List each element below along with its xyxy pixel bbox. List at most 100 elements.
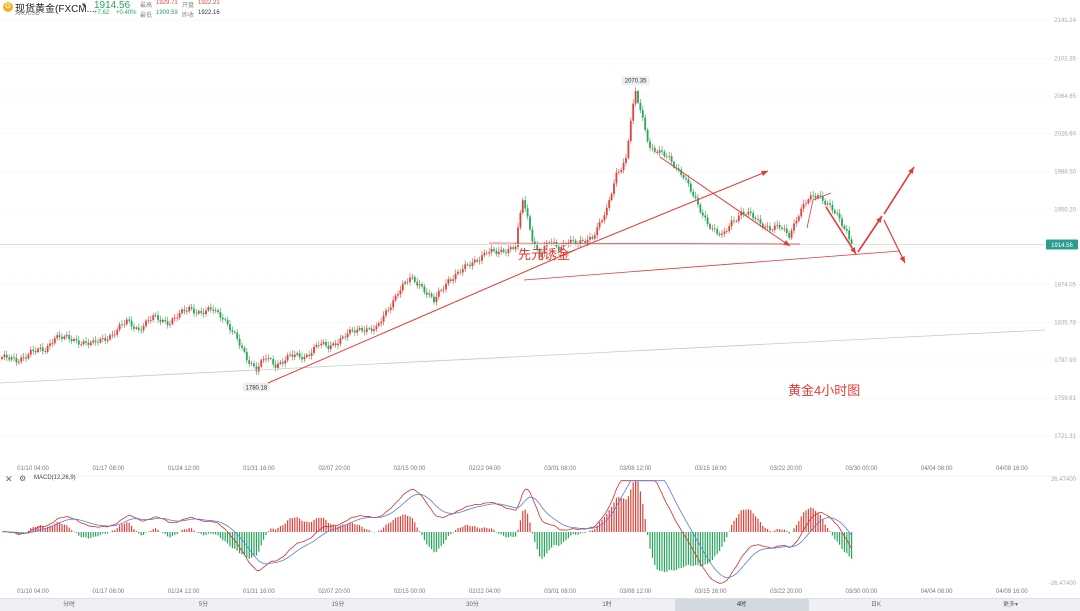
- candle-body: [466, 264, 469, 266]
- candle-body: [685, 178, 687, 180]
- candle-body: [161, 319, 164, 322]
- candle-body: [697, 197, 699, 205]
- timeframe-tab[interactable]: 分时: [62, 602, 75, 608]
- candle-body: [562, 243, 565, 247]
- candle-body: [241, 345, 243, 348]
- timeframe-tab[interactable]: 更多▾: [1002, 602, 1018, 608]
- timeframe-tab[interactable]: 30分: [466, 602, 479, 608]
- y-tick-label: 2026.60: [1054, 132, 1076, 138]
- candle-body: [418, 284, 421, 286]
- price-change: +7.62: [94, 10, 110, 16]
- candle-body: [1, 357, 3, 360]
- candle-body: [452, 279, 455, 281]
- candle-body: [423, 286, 426, 293]
- x-tick-label: 01/31 16:00: [243, 589, 275, 595]
- candle-body: [44, 351, 47, 352]
- close-icon[interactable]: ✕: [5, 474, 13, 484]
- candle-body: [85, 341, 87, 343]
- candle-body: [497, 251, 500, 255]
- candle-body: [205, 310, 207, 315]
- candle-body: [217, 310, 219, 313]
- candle-body: [382, 315, 385, 322]
- low-label: 1780.18: [246, 386, 268, 392]
- candle-body: [233, 331, 236, 333]
- candle-body: [819, 195, 822, 196]
- candle-body: [694, 196, 697, 198]
- timeframe-tab[interactable]: 1时: [602, 602, 612, 608]
- candle-body: [298, 353, 301, 357]
- candle-body: [368, 328, 371, 330]
- candle-body: [817, 195, 819, 199]
- candle-body: [579, 240, 582, 245]
- candle-body: [310, 352, 313, 356]
- candle-body: [615, 172, 618, 184]
- candle-body: [541, 253, 543, 258]
- chevron-down-icon[interactable]: ▾: [82, 2, 86, 9]
- candle-body: [411, 277, 414, 278]
- candle-body: [277, 363, 279, 368]
- candle-body: [344, 336, 347, 338]
- symbol-title[interactable]: 现货黄金(FXCM...: [15, 4, 95, 15]
- pattern-annotation: 先元诱金: [518, 247, 570, 262]
- candle-body: [195, 313, 198, 314]
- candle-body: [701, 212, 704, 216]
- candle-body: [145, 320, 147, 327]
- candle-body: [529, 216, 531, 230]
- candle-body: [188, 306, 191, 312]
- peak-label-box: [621, 76, 650, 86]
- candle-body: [754, 218, 757, 220]
- candle-body: [353, 330, 356, 333]
- candle-body: [291, 354, 294, 357]
- candle-body: [152, 315, 155, 320]
- candle-body: [610, 194, 613, 201]
- candle-body: [53, 338, 56, 344]
- candle-body: [514, 246, 517, 249]
- candle-body: [293, 354, 296, 357]
- candle-body: [365, 328, 368, 332]
- candle-body: [99, 338, 102, 343]
- candle-body: [255, 366, 258, 372]
- candle-body: [725, 231, 728, 232]
- candle-body: [838, 213, 841, 219]
- candle-body: [140, 329, 143, 331]
- candle-body: [253, 363, 255, 367]
- candle-body: [39, 347, 42, 349]
- candle-body: [190, 306, 193, 309]
- candle-body: [627, 140, 630, 158]
- candle-body: [289, 354, 291, 356]
- candle-body: [135, 327, 138, 329]
- candle-body: [421, 284, 423, 287]
- timeframe-tab[interactable]: 4时: [674, 599, 809, 611]
- candle-body: [692, 191, 695, 197]
- candle-body: [581, 240, 584, 241]
- gear-icon[interactable]: ⚙: [19, 474, 27, 483]
- candle-body: [61, 336, 63, 339]
- candle-body: [185, 311, 188, 312]
- candle-body: [613, 183, 615, 195]
- timeframe-tab[interactable]: 5分: [198, 602, 209, 608]
- timeframe-tab[interactable]: 15分: [331, 602, 345, 608]
- x-tick-label: 03/30 00:00: [845, 466, 877, 472]
- candle-body: [807, 199, 810, 204]
- candle-body: [646, 129, 649, 142]
- candle-body: [531, 229, 534, 242]
- candle-body: [260, 360, 263, 367]
- candle-body: [202, 312, 205, 315]
- macd-tick-label: 26.47400: [1051, 477, 1077, 483]
- timeframe-tab[interactable]: 日K: [870, 602, 881, 608]
- candle-body: [181, 309, 183, 314]
- candle-body: [113, 334, 116, 336]
- y-tick-label: 2102.35: [1054, 57, 1076, 63]
- candle-body: [17, 361, 20, 363]
- candle-body: [409, 277, 411, 282]
- candle-body: [377, 323, 380, 326]
- candle-body: [125, 319, 128, 325]
- candle-body: [281, 362, 284, 364]
- price-chart[interactable]: 2141.24 2102.35 2064.65 2026.60 1988.50 1950.…: [0, 0, 1080, 598]
- candle-body: [176, 317, 179, 319]
- high-value: 1929.71: [156, 0, 178, 6]
- candle-body: [15, 357, 18, 363]
- candle-body: [793, 223, 795, 231]
- candle-body: [485, 252, 488, 254]
- candle-body: [171, 318, 174, 325]
